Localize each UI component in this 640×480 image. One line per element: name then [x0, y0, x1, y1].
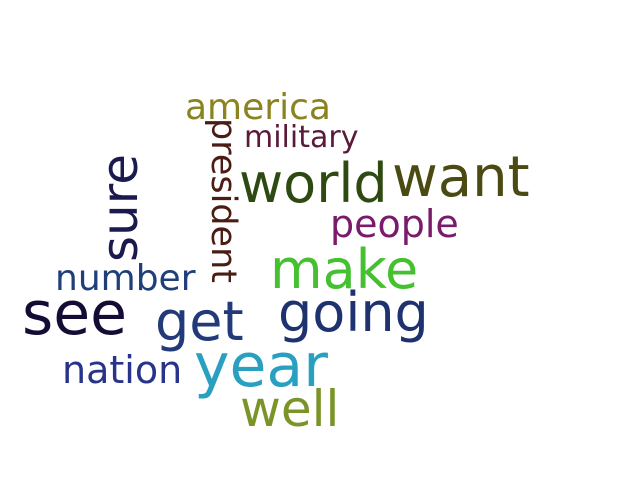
word-see: see — [22, 279, 128, 349]
word-nation: nation — [62, 348, 183, 392]
word-make: make — [270, 238, 419, 301]
word-president: president — [203, 118, 243, 283]
word-america: america — [185, 87, 331, 128]
word-year: year — [194, 331, 328, 401]
word-people: people — [330, 202, 459, 246]
word-sure: sure — [91, 154, 149, 262]
word-number: number — [55, 258, 196, 299]
word-world: world — [239, 152, 388, 215]
word-going: going — [278, 281, 429, 344]
word-military: military — [244, 120, 359, 155]
word-well: well — [240, 380, 340, 438]
word-want: want — [392, 145, 530, 210]
word-get: get — [155, 290, 244, 353]
